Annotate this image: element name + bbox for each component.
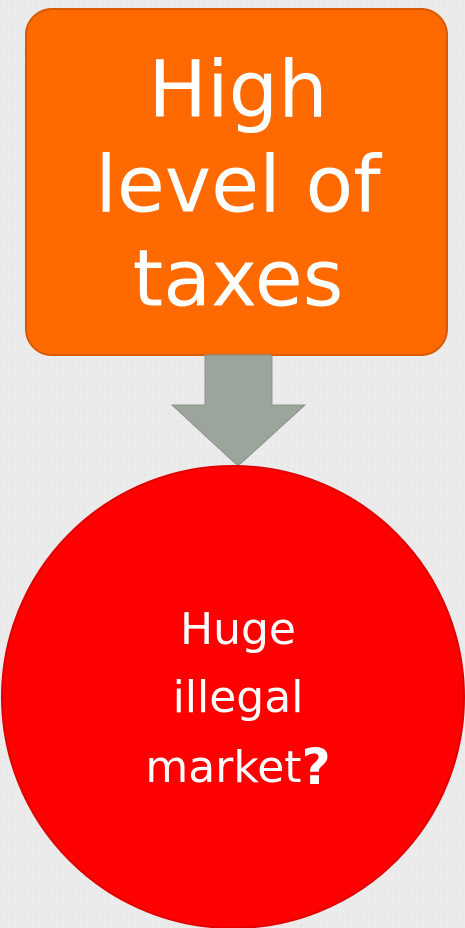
effect-line: illegal — [173, 672, 304, 723]
question-mark: ? — [302, 738, 331, 796]
cause-line: level of — [95, 140, 382, 230]
arrow — [170, 354, 307, 467]
effect-line: Huge — [180, 604, 296, 655]
effect-word: market — [145, 742, 301, 793]
effect-circle — [1, 465, 465, 928]
effect-line: market? — [145, 738, 330, 796]
cause-line: taxes — [133, 234, 344, 324]
cause-line: High — [148, 45, 327, 135]
